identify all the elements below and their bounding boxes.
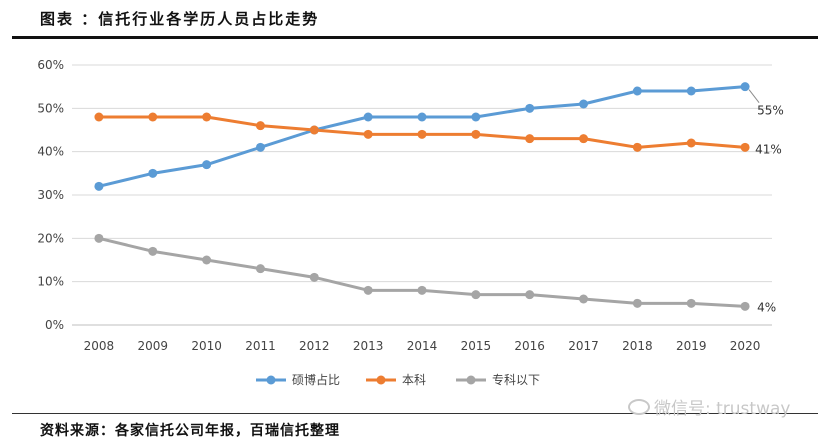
y-tick-label: 60% <box>37 58 64 72</box>
data-point <box>579 134 589 144</box>
data-point <box>94 181 104 191</box>
x-tick-label: 2014 <box>407 339 438 353</box>
y-tick-label: 10% <box>37 275 64 289</box>
x-tick-label: 2015 <box>461 339 492 353</box>
source-note: 资料来源：各家信托公司年报，百瑞信托整理 <box>40 423 340 439</box>
data-point <box>686 138 696 148</box>
data-point <box>255 121 265 131</box>
legend-label: 硕博占比 <box>292 372 340 387</box>
data-point <box>417 129 427 139</box>
data-point <box>740 82 750 92</box>
data-point <box>632 298 642 308</box>
data-point <box>632 86 642 96</box>
data-point <box>94 112 104 122</box>
legend-swatch-marker <box>266 375 276 385</box>
y-tick-label: 0% <box>45 318 64 332</box>
data-point <box>632 142 642 152</box>
data-point <box>255 264 265 274</box>
data-point <box>148 246 158 256</box>
bottom-rule <box>12 413 818 414</box>
y-tick-label: 20% <box>37 231 64 245</box>
data-point <box>309 125 319 135</box>
legend-swatch-marker <box>466 375 476 385</box>
x-tick-label: 2010 <box>191 339 222 353</box>
watermark-text: 微信号: trustway <box>654 399 791 419</box>
wechat-icon <box>628 398 650 415</box>
annotation-leader <box>748 89 760 103</box>
data-point <box>740 301 750 311</box>
annotation-label: 41% <box>755 142 782 156</box>
data-point <box>686 86 696 96</box>
data-point <box>525 290 535 300</box>
data-point <box>148 112 158 122</box>
chart-title: 图表 ：信托行业各学历人员占比走势 <box>40 10 320 28</box>
y-tick-label: 50% <box>37 101 64 115</box>
y-tick-label: 40% <box>37 145 64 159</box>
data-point <box>363 285 373 295</box>
data-point <box>417 112 427 122</box>
data-point <box>148 168 158 178</box>
x-tick-label: 2016 <box>514 339 545 353</box>
data-point <box>202 112 212 122</box>
series-line <box>98 236 746 308</box>
y-tick-label: 30% <box>37 188 64 202</box>
data-point <box>471 290 481 300</box>
data-point <box>686 298 696 308</box>
annotation-label: 55% <box>757 104 784 118</box>
gridlines <box>72 64 772 326</box>
x-tick-label: 2019 <box>676 339 707 353</box>
series-points <box>94 82 750 311</box>
x-tick-label: 2017 <box>568 339 599 353</box>
data-point <box>363 112 373 122</box>
data-point <box>94 233 104 243</box>
data-point <box>202 160 212 170</box>
end-annotations: 55% 41% 4% <box>748 89 784 314</box>
data-point <box>579 99 589 109</box>
data-point <box>740 142 750 152</box>
data-point <box>579 294 589 304</box>
data-point <box>202 255 212 265</box>
data-point <box>255 142 265 152</box>
data-point <box>471 129 481 139</box>
legend-label: 专科以下 <box>492 372 540 387</box>
y-axis-ticks: 0% 10% 20% 30% 40% 50% 60% <box>37 58 64 332</box>
x-tick-label: 2020 <box>730 339 761 353</box>
legend-label: 本科 <box>402 373 426 387</box>
watermark: 微信号: trustway <box>628 394 790 419</box>
data-point <box>525 134 535 144</box>
data-point <box>471 112 481 122</box>
x-axis-ticks: 2008 2009 2010 2011 2012 2013 2014 2015 2016 2017… <box>84 339 761 353</box>
line-chart: 0% 10% 20% 30% 40% 50% 60% 2008 2009 2010 2011 201… <box>37 58 784 387</box>
legend-swatch-marker <box>376 375 386 385</box>
x-tick-label: 2018 <box>622 339 653 353</box>
x-tick-label: 2008 <box>84 339 115 353</box>
annotation-label: 4% <box>757 300 776 314</box>
top-rule <box>12 36 818 39</box>
x-tick-label: 2009 <box>137 339 168 353</box>
x-tick-label: 2012 <box>299 339 330 353</box>
data-point <box>309 272 319 282</box>
data-point <box>363 129 373 139</box>
legend: 硕博占比 本科 专科以下 <box>256 372 540 387</box>
data-point <box>525 103 535 113</box>
x-tick-label: 2011 <box>245 339 276 353</box>
data-point <box>417 285 427 295</box>
x-tick-label: 2013 <box>353 339 384 353</box>
